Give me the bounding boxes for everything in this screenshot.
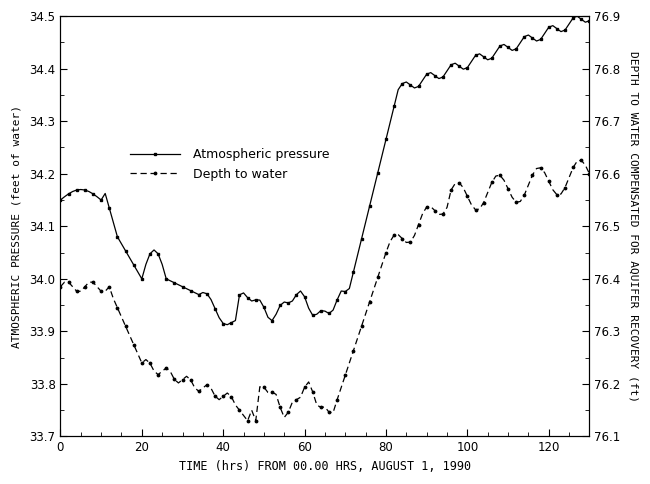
Depth to water [105, 284, 113, 289]
Line: Atmospheric pressure: Atmospheric pressure [59, 15, 591, 326]
Depth to water [268, 389, 276, 395]
Depth to water [224, 390, 231, 396]
Atmospheric pressure [586, 18, 593, 24]
Depth to water [577, 157, 585, 163]
Atmospheric pressure [573, 14, 581, 19]
Atmospheric pressure [224, 322, 231, 328]
Atmospheric pressure [463, 65, 471, 71]
Depth to water [244, 418, 252, 424]
Atmospheric pressure [227, 320, 235, 326]
Y-axis label: DEPTH TO WATER COMPENSATED FOR AQUIFER RECOVERY (ft): DEPTH TO WATER COMPENSATED FOR AQUIFER R… [629, 51, 639, 402]
Depth to water [463, 194, 471, 199]
X-axis label: TIME (hrs) FROM 00.00 HRS, AUGUST 1, 1990: TIME (hrs) FROM 00.00 HRS, AUGUST 1, 199… [179, 460, 471, 473]
Atmospheric pressure [57, 197, 64, 203]
Legend: Atmospheric pressure, Depth to water: Atmospheric pressure, Depth to water [130, 149, 329, 181]
Y-axis label: ATMOSPHERIC PRESSURE (feet of water): ATMOSPHERIC PRESSURE (feet of water) [11, 105, 21, 348]
Depth to water [586, 171, 593, 177]
Depth to water [57, 284, 64, 289]
Atmospheric pressure [268, 318, 276, 323]
Line: Depth to water: Depth to water [58, 158, 592, 423]
Depth to water [329, 410, 337, 416]
Atmospheric pressure [329, 307, 337, 313]
Atmospheric pressure [105, 205, 113, 211]
Depth to water [256, 384, 264, 390]
Atmospheric pressure [256, 297, 264, 303]
